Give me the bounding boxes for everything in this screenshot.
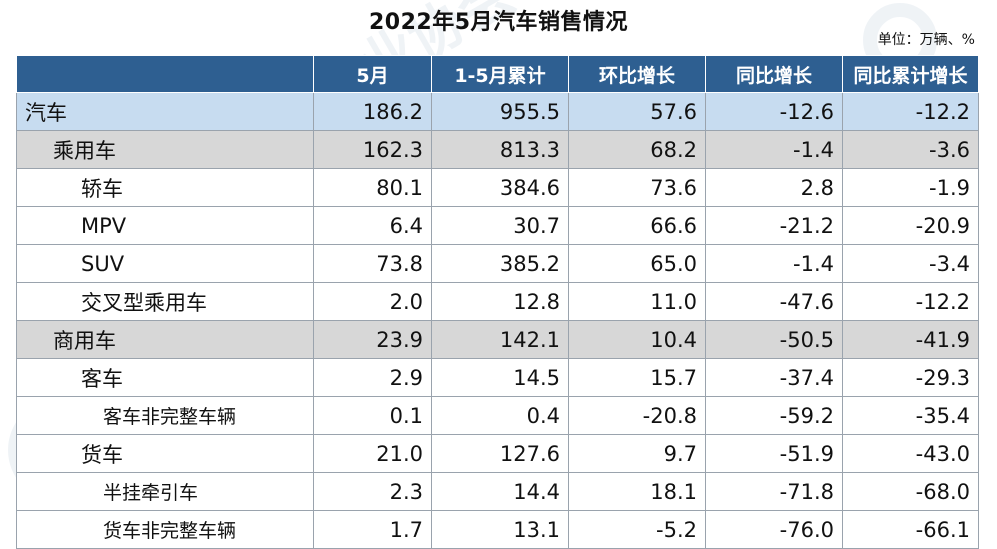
value-cell: -12.2 bbox=[842, 92, 979, 131]
table-row: 商用车 23.9 142.1 10.4 -50.5 -41.9 bbox=[16, 320, 979, 359]
table-header-row: 5月 1-5月累计 环比增长 同比增长 同比累计增长 bbox=[16, 55, 979, 93]
table-row: SUV 73.8 385.2 65.0 -1.4 -3.4 bbox=[16, 244, 979, 283]
value-cell: 80.1 bbox=[313, 168, 432, 207]
row-label-cell: 货车非完整车辆 bbox=[16, 510, 314, 549]
value-cell: 127.6 bbox=[431, 434, 569, 473]
value-cell: -76.0 bbox=[705, 510, 843, 549]
sales-table: 5月 1-5月累计 环比增长 同比增长 同比累计增长 汽车 186.2 955.5 5… bbox=[16, 55, 979, 549]
row-label-cell: 汽车 bbox=[16, 92, 314, 131]
table-body: 汽车 186.2 955.5 57.6 -12.6 -12.2 乘用车 162.3 813.3 6… bbox=[16, 92, 979, 549]
column-header: 同比增长 bbox=[705, 55, 843, 93]
value-cell: 73.8 bbox=[313, 244, 432, 283]
table-row: 货车非完整车辆 1.7 13.1 -5.2 -76.0 -66.1 bbox=[16, 510, 979, 549]
value-cell: 30.7 bbox=[431, 206, 569, 245]
value-cell: 11.0 bbox=[568, 282, 706, 321]
value-cell: -3.6 bbox=[842, 130, 979, 169]
table-row: MPV 6.4 30.7 66.6 -21.2 -20.9 bbox=[16, 206, 979, 245]
value-cell: 384.6 bbox=[431, 168, 569, 207]
value-cell: -21.2 bbox=[705, 206, 843, 245]
value-cell: 15.7 bbox=[568, 358, 706, 397]
value-cell: 66.6 bbox=[568, 206, 706, 245]
table-row: 交叉型乘用车 2.0 12.8 11.0 -47.6 -12.2 bbox=[16, 282, 979, 321]
unit-note: 单位：万辆、% bbox=[877, 32, 975, 48]
value-cell: 12.8 bbox=[431, 282, 569, 321]
value-cell: 21.0 bbox=[313, 434, 432, 473]
row-label-cell: 货车 bbox=[16, 434, 314, 473]
column-header: 5月 bbox=[313, 55, 432, 93]
value-cell: 14.5 bbox=[431, 358, 569, 397]
value-cell: -43.0 bbox=[842, 434, 979, 473]
value-cell: 57.6 bbox=[568, 92, 706, 131]
value-cell: 65.0 bbox=[568, 244, 706, 283]
table-row: 半挂牵引车 2.3 14.4 18.1 -71.8 -68.0 bbox=[16, 472, 979, 511]
row-label-cell: 乘用车 bbox=[16, 130, 314, 169]
value-cell: 0.1 bbox=[313, 396, 432, 435]
value-cell: -29.3 bbox=[842, 358, 979, 397]
value-cell: -20.8 bbox=[568, 396, 706, 435]
value-cell: 955.5 bbox=[431, 92, 569, 131]
row-label-cell: MPV bbox=[16, 206, 314, 245]
value-cell: -71.8 bbox=[705, 472, 843, 511]
value-cell: 2.0 bbox=[313, 282, 432, 321]
value-cell: -41.9 bbox=[842, 320, 979, 359]
value-cell: -59.2 bbox=[705, 396, 843, 435]
value-cell: 23.9 bbox=[313, 320, 432, 359]
value-cell: -3.4 bbox=[842, 244, 979, 283]
value-cell: 73.6 bbox=[568, 168, 706, 207]
value-cell: -12.6 bbox=[705, 92, 843, 131]
value-cell: 13.1 bbox=[431, 510, 569, 549]
row-label-cell: 交叉型乘用车 bbox=[16, 282, 314, 321]
row-label-cell: 半挂牵引车 bbox=[16, 472, 314, 511]
column-header: 环比增长 bbox=[568, 55, 706, 93]
value-cell: -50.5 bbox=[705, 320, 843, 359]
value-cell: 0.4 bbox=[431, 396, 569, 435]
row-label-cell: 客车非完整车辆 bbox=[16, 396, 314, 435]
value-cell: 186.2 bbox=[313, 92, 432, 131]
value-cell: -35.4 bbox=[842, 396, 979, 435]
column-header: 同比累计增长 bbox=[842, 55, 979, 93]
column-header bbox=[16, 55, 314, 93]
value-cell: 9.7 bbox=[568, 434, 706, 473]
value-cell: 2.3 bbox=[313, 472, 432, 511]
value-cell: -47.6 bbox=[705, 282, 843, 321]
value-cell: 1.7 bbox=[313, 510, 432, 549]
table-row: 乘用车 162.3 813.3 68.2 -1.4 -3.6 bbox=[16, 130, 979, 169]
value-cell: 6.4 bbox=[313, 206, 432, 245]
value-cell: 18.1 bbox=[568, 472, 706, 511]
page-title: 2022年5月汽车销售情况 bbox=[368, 10, 629, 35]
value-cell: -12.2 bbox=[842, 282, 979, 321]
value-cell: -20.9 bbox=[842, 206, 979, 245]
value-cell: -1.9 bbox=[842, 168, 979, 207]
row-label-cell: 客车 bbox=[16, 358, 314, 397]
value-cell: 162.3 bbox=[313, 130, 432, 169]
column-header: 1-5月累计 bbox=[431, 55, 569, 93]
row-label-cell: SUV bbox=[16, 244, 314, 283]
row-label-cell: 轿车 bbox=[16, 168, 314, 207]
value-cell: 2.9 bbox=[313, 358, 432, 397]
value-cell: 142.1 bbox=[431, 320, 569, 359]
value-cell: -66.1 bbox=[842, 510, 979, 549]
value-cell: -68.0 bbox=[842, 472, 979, 511]
value-cell: 14.4 bbox=[431, 472, 569, 511]
table-row: 货车 21.0 127.6 9.7 -51.9 -43.0 bbox=[16, 434, 979, 473]
value-cell: 10.4 bbox=[568, 320, 706, 359]
table-row: 汽车 186.2 955.5 57.6 -12.6 -12.2 bbox=[16, 92, 979, 131]
row-label-cell: 商用车 bbox=[16, 320, 314, 359]
table-row: 客车 2.9 14.5 15.7 -37.4 -29.3 bbox=[16, 358, 979, 397]
value-cell: 2.8 bbox=[705, 168, 843, 207]
value-cell: -51.9 bbox=[705, 434, 843, 473]
value-cell: 813.3 bbox=[431, 130, 569, 169]
table-row: 轿车 80.1 384.6 73.6 2.8 -1.9 bbox=[16, 168, 979, 207]
value-cell: -5.2 bbox=[568, 510, 706, 549]
table-row: 客车非完整车辆 0.1 0.4 -20.8 -59.2 -35.4 bbox=[16, 396, 979, 435]
value-cell: 68.2 bbox=[568, 130, 706, 169]
value-cell: -1.4 bbox=[705, 130, 843, 169]
value-cell: -1.4 bbox=[705, 244, 843, 283]
value-cell: 385.2 bbox=[431, 244, 569, 283]
value-cell: -37.4 bbox=[705, 358, 843, 397]
